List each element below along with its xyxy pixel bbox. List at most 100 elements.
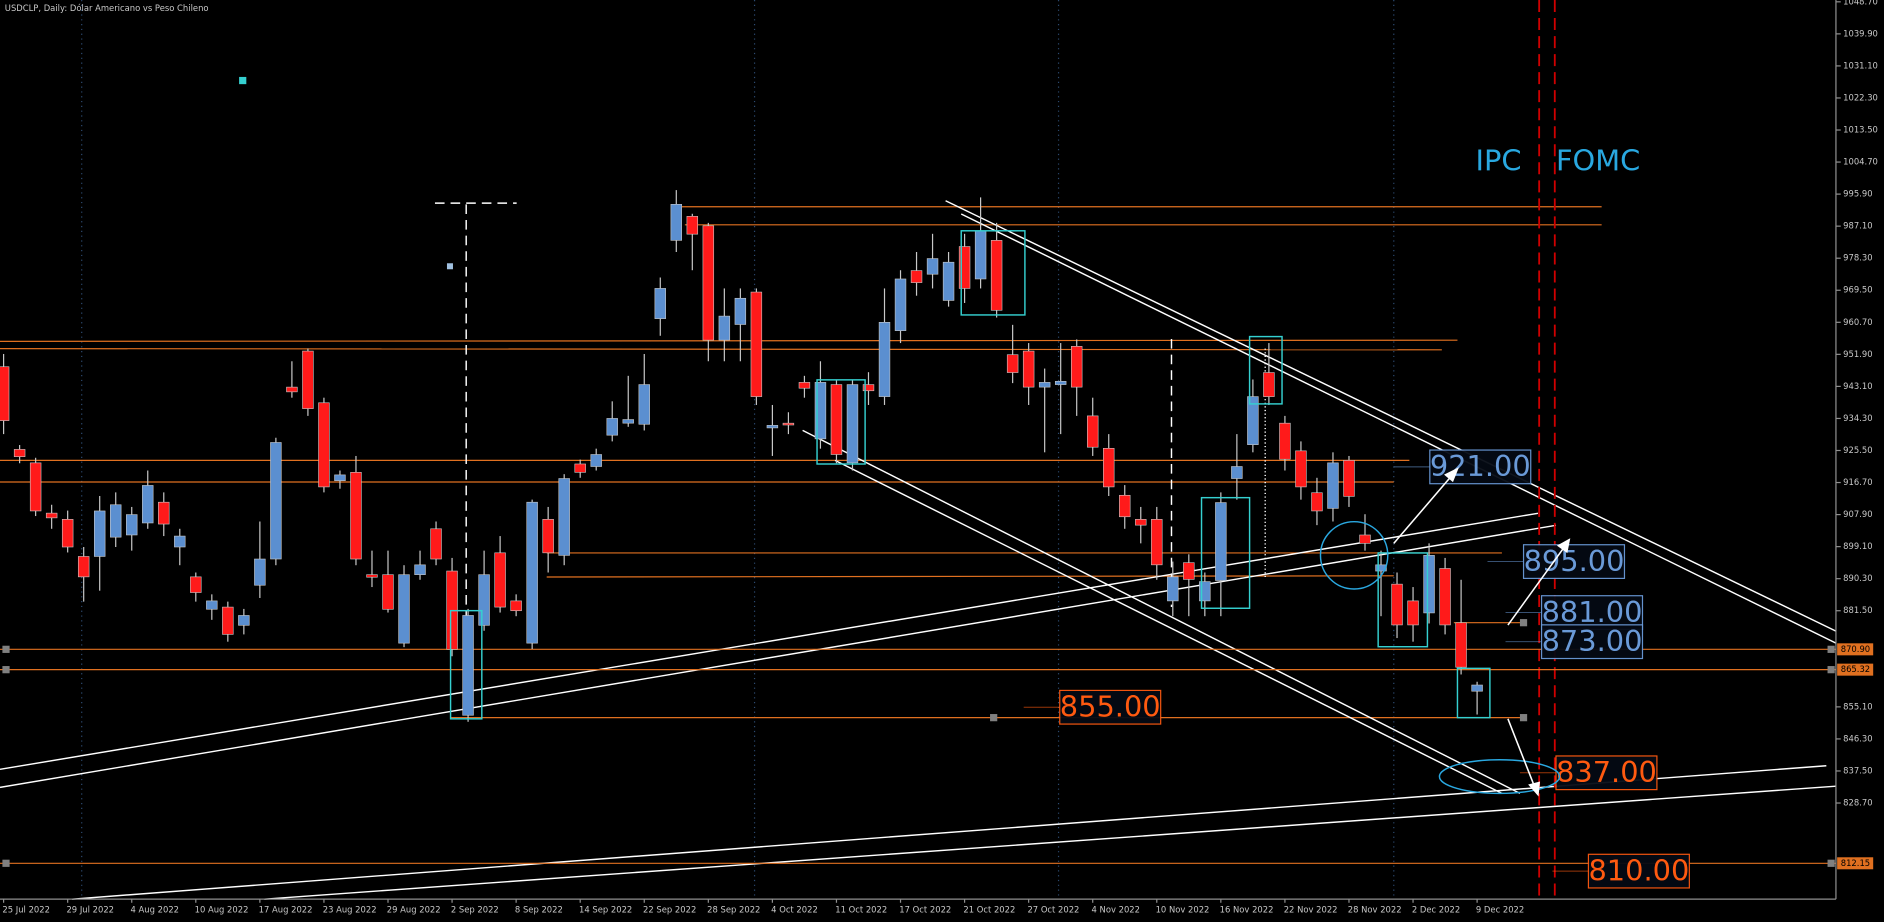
- highlight-shapes: [449, 230, 1561, 795]
- candle-body: [366, 574, 378, 578]
- candle-body: [590, 454, 602, 467]
- candle-body: [1295, 450, 1307, 488]
- y-tick-label: 934.30: [1843, 413, 1872, 423]
- candle-body: [574, 463, 586, 473]
- level-line: [0, 348, 1442, 351]
- y-tick-label: 960.70: [1843, 317, 1872, 327]
- candle-body: [638, 384, 650, 425]
- candle-body: [1215, 502, 1227, 581]
- candle-body: [910, 270, 923, 283]
- highlight-box: [960, 230, 1026, 316]
- candle-body: [1199, 581, 1211, 602]
- annotation-label: 895.00: [1524, 544, 1625, 578]
- candle-body: [814, 382, 827, 440]
- candle-body: [174, 535, 186, 548]
- x-tick-label: 22 Nov 2022: [1284, 904, 1338, 914]
- y-tick-label: 943.10: [1843, 381, 1872, 391]
- candle-body: [606, 418, 618, 436]
- y-tick-label: 1048.70: [1843, 0, 1878, 6]
- candle-body: [1279, 422, 1291, 460]
- candle-body: [190, 576, 202, 593]
- x-tick-label: 28 Nov 2022: [1348, 904, 1402, 914]
- candle-body: [958, 246, 971, 289]
- annotation-label: 921.00: [1430, 449, 1531, 483]
- candle-body: [158, 501, 170, 525]
- price-level-tag: [1837, 857, 1874, 870]
- annotation-label: 837.00: [1556, 755, 1657, 789]
- price-level-anchor: [2, 666, 10, 674]
- annotation-box: [1522, 544, 1626, 579]
- arrow-head: [1444, 467, 1459, 483]
- x-tick-label: 10 Aug 2022: [195, 904, 249, 914]
- candle-body: [45, 512, 58, 519]
- candle-body: [302, 350, 314, 409]
- candle-body: [702, 225, 715, 341]
- candle-body: [1087, 415, 1099, 448]
- event-label: FOMC: [1556, 143, 1640, 177]
- annotation-label: 855.00: [1060, 689, 1161, 723]
- annotation-box: [1587, 853, 1690, 889]
- candle-body: [542, 519, 554, 554]
- candle-body: [1423, 555, 1435, 614]
- y-tick-label: 1031.10: [1843, 60, 1878, 70]
- candle-body: [1054, 380, 1067, 385]
- price-level-anchor: [1827, 645, 1835, 653]
- candle-body: [414, 564, 426, 575]
- candle-body: [862, 384, 875, 392]
- x-tick-label: 29 Aug 2022: [387, 904, 441, 914]
- trend-line: [264, 785, 1836, 900]
- anchor-point: [1519, 619, 1528, 627]
- candle-body: [878, 321, 891, 397]
- candle-body: [974, 230, 987, 280]
- x-tick-label: 27 Oct 2022: [1027, 904, 1079, 914]
- price-level-tag: [1837, 663, 1874, 676]
- event-label: IPC: [1475, 143, 1521, 177]
- candle-body: [1359, 534, 1371, 544]
- x-tick-label: 8 Sep 2022: [515, 904, 563, 914]
- annotation-box: [1555, 755, 1658, 791]
- price-level-anchor: [1827, 666, 1835, 674]
- candle-body: [1327, 462, 1339, 509]
- candle-body: [1455, 622, 1467, 668]
- highlight-circle: [1319, 520, 1389, 590]
- arrow: [1393, 475, 1453, 544]
- y-tick-label: 1039.90: [1843, 28, 1878, 38]
- marker-square: [239, 76, 247, 85]
- x-tick-label: 10 Nov 2022: [1156, 904, 1210, 914]
- candle-body: [13, 449, 26, 457]
- y-tick-label: 846.30: [1843, 733, 1872, 743]
- trend-line: [960, 213, 1837, 644]
- candle-body: [254, 558, 266, 586]
- y-tick-label: 925.50: [1843, 445, 1872, 455]
- price-level-tag: [1837, 643, 1874, 656]
- trend-line: [834, 459, 1503, 795]
- candle-body: [334, 474, 346, 482]
- arrow-head: [1528, 781, 1541, 797]
- x-tick-label: 25 Jul 2022: [2, 904, 50, 914]
- annotation-box: [1540, 624, 1644, 660]
- candle-body: [270, 442, 282, 560]
- highlight-box: [1456, 667, 1491, 719]
- x-tick-label: 2 Sep 2022: [451, 904, 499, 914]
- candle-body: [1311, 492, 1323, 512]
- candle-body: [494, 552, 506, 608]
- y-tick-label: 995.90: [1843, 189, 1872, 199]
- annotation-label: 881.00: [1542, 595, 1643, 629]
- event-lines: [1538, 0, 1556, 900]
- x-tick-label: 17 Oct 2022: [899, 904, 951, 914]
- candle-body: [782, 422, 795, 426]
- y-tick-label: 899.10: [1843, 541, 1872, 551]
- trend-line: [945, 200, 1837, 632]
- y-tick-label: 890.30: [1843, 573, 1872, 583]
- candle-body: [830, 384, 843, 455]
- y-tick-label: 1022.30: [1843, 92, 1878, 102]
- candle-body: [1247, 396, 1259, 445]
- arrows: [1393, 467, 1571, 797]
- trend-line: [802, 429, 1521, 795]
- candle-body: [61, 519, 74, 548]
- x-tick-label: 4 Nov 2022: [1092, 904, 1140, 914]
- candle-body: [510, 600, 522, 612]
- candle-body: [350, 472, 362, 560]
